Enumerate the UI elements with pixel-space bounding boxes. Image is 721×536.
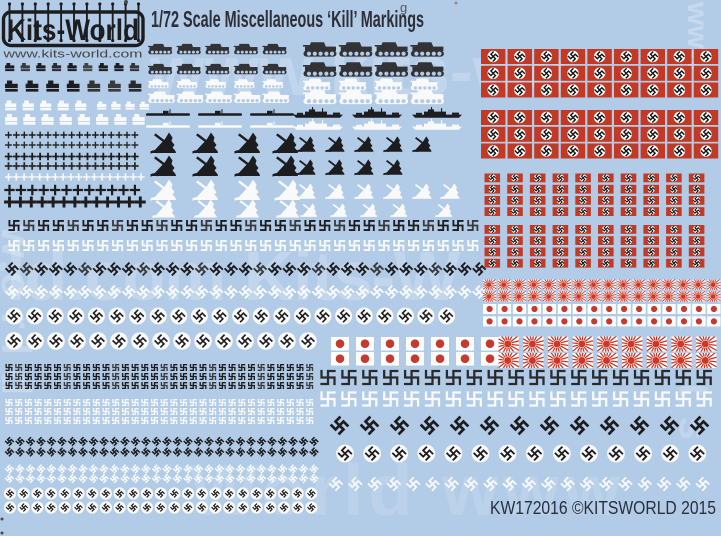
svg-text:Kits-World: Kits-World (7, 14, 139, 47)
svg-text:KW172016 ©KITSWORLD 2015: KW172016 ©KITSWORLD 2015 (490, 498, 716, 518)
svg-text:g: g (400, 0, 407, 15)
svg-text:www.kits-world.com: www.kits-world.com (2, 49, 142, 61)
svg-text:rld.com Kits-W: rld.com Kits-W (0, 237, 460, 315)
svg-text:1/72 Scale Miscellaneous ‘Kill: 1/72 Scale Miscellaneous ‘Kill’ Markings (151, 6, 424, 32)
